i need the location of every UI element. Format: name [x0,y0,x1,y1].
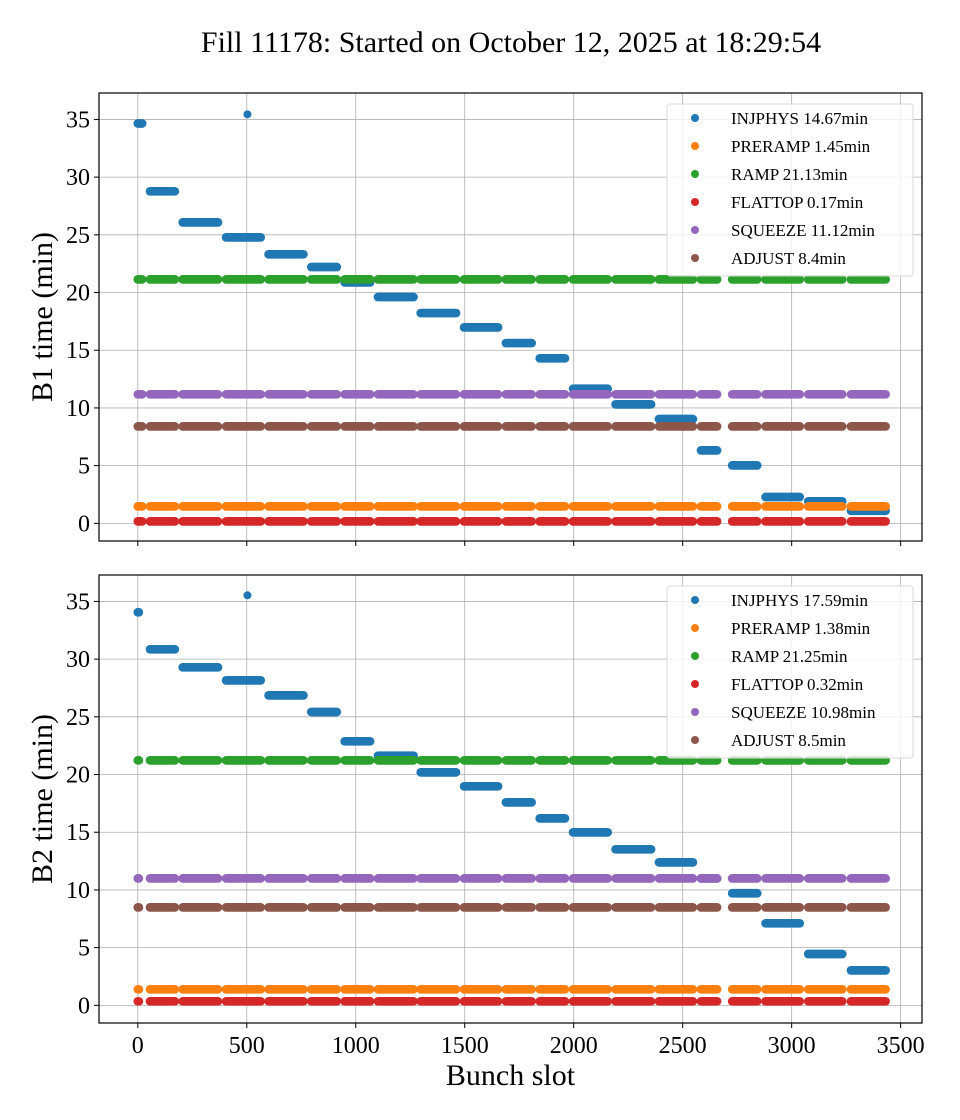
x-tick-label: 3000 [768,1033,816,1059]
y-tick-label: 30 [66,165,90,191]
x-axis-label: Bunch slot [446,1059,576,1092]
legend-label: FLATTOP 0.17min [731,193,864,212]
y-tick-label: 0 [78,511,90,537]
axes-frame [98,92,923,542]
legend-marker [691,114,699,122]
y-tick-label: 10 [66,396,90,422]
legend-marker [691,254,699,262]
legend-label: RAMP 21.25min [731,647,848,666]
legend-label: RAMP 21.13min [731,165,848,184]
y-axis-label: B1 time (min) [26,232,59,402]
y-tick-label: 25 [66,223,90,249]
legend-label: FLATTOP 0.32min [731,675,864,694]
data-point [243,110,252,119]
legend: INJPHYS 14.67min PRERAMP 1.45min RAMP 21.1… [666,103,914,277]
axes-frame [98,574,923,1024]
panel-2: 0 500 1000 1500 2000 2500 3000 3500 0 5 10 15 20 25 30… [26,574,925,1092]
legend-marker [691,198,699,206]
legend-marker [691,652,699,660]
x-tick-label: 1000 [332,1033,380,1059]
y-tick-label: 0 [78,993,90,1019]
legend-marker [691,680,699,688]
legend: INJPHYS 17.59min PRERAMP 1.38min RAMP 21.2… [666,585,914,759]
y-tick-label: 15 [66,820,90,846]
legend-label: INJPHYS 14.67min [731,109,868,128]
y-tick-label: 10 [66,878,90,904]
x-tick-label: 2500 [659,1033,707,1059]
chart-title: Fill 11178: Started on October 12, 2025 … [201,26,821,59]
y-tick-label: 20 [66,763,90,789]
legend-label: PRERAMP 1.38min [731,619,871,638]
x-tick-label: 0 [132,1033,144,1059]
legend-marker [691,142,699,150]
y-tick-label: 35 [66,107,90,133]
panel-1: 0 5 10 15 20 25 30 35 B1 time (min) INJPHYS 14.67… [26,92,923,546]
legend-label: ADJUST 8.5min [731,731,846,750]
legend-label: INJPHYS 17.59min [731,591,868,610]
x-tick-label: 1500 [441,1033,489,1059]
legend-marker [691,170,699,178]
legend-label: SQUEEZE 11.12min [731,221,875,240]
y-tick-label: 5 [78,454,90,480]
y-tick-label: 30 [66,647,90,673]
legend-marker [691,708,699,716]
data-point [243,591,252,600]
x-tick-label: 500 [229,1033,265,1059]
y-tick-label: 20 [66,281,90,307]
y-tick-label: 35 [66,589,90,615]
legend-marker [691,596,699,604]
legend-marker [691,624,699,632]
x-tick-label: 3500 [877,1033,925,1059]
y-axis-label: B2 time (min) [26,714,59,884]
legend-marker [691,226,699,234]
legend-box [666,585,914,759]
legend-label: ADJUST 8.4min [731,249,846,268]
legend-marker [691,736,699,744]
y-tick-label: 5 [78,936,90,962]
x-tick-label: 2000 [550,1033,598,1059]
y-tick-label: 25 [66,705,90,731]
legend-box [666,103,914,277]
y-tick-label: 15 [66,338,90,364]
legend-label: PRERAMP 1.45min [731,137,871,156]
legend-label: SQUEEZE 10.98min [731,703,876,722]
